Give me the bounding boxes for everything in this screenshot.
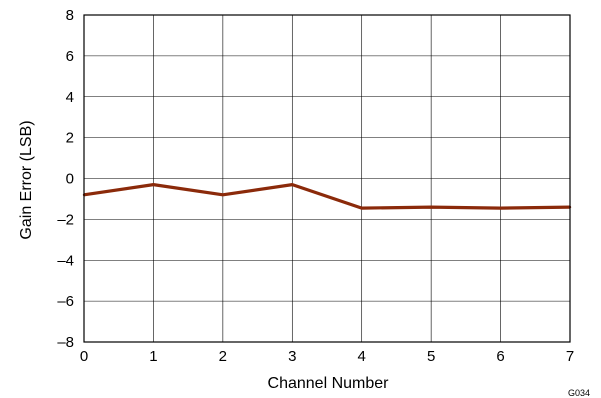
y-tick-label: –4: [57, 252, 74, 269]
x-axis-title: Channel Number: [268, 375, 390, 392]
y-tick-label: 8: [66, 7, 74, 24]
y-tick-label: 4: [66, 89, 74, 106]
y-tick-label: –2: [57, 211, 74, 228]
figure-code: G034: [568, 388, 590, 398]
x-tick-label: 7: [566, 348, 574, 365]
series-line: [83, 183, 571, 210]
series-layer: [82, 183, 572, 210]
x-axis-ticks: 0 1 2 3 4 5 6 7: [80, 348, 574, 365]
x-tick-label: 2: [219, 348, 227, 365]
y-tick-label: –6: [57, 293, 74, 310]
data-point: [499, 206, 502, 210]
data-point: [152, 183, 155, 186]
x-tick-label: 5: [427, 348, 435, 365]
x-tick-label: 6: [496, 348, 504, 365]
data-point: [221, 193, 225, 197]
y-tick-label: 2: [66, 130, 74, 147]
data-point: [429, 205, 433, 209]
x-tick-label: 4: [358, 348, 366, 365]
data-point: [360, 206, 363, 210]
y-axis-title: Gain Error (LSB): [18, 120, 35, 239]
grid: [83, 14, 571, 343]
data-point: [291, 183, 294, 186]
y-axis-ticks: 8 6 4 2 0 –2 –4 –6 –8: [57, 7, 74, 351]
x-tick-label: 3: [288, 348, 296, 365]
x-tick-label: 1: [149, 348, 157, 365]
y-tick-label: 6: [66, 48, 74, 65]
y-tick-label: 0: [66, 171, 74, 188]
x-tick-label: 0: [80, 348, 88, 365]
y-tick-label: –8: [57, 334, 74, 351]
plot-frame: [83, 14, 571, 343]
